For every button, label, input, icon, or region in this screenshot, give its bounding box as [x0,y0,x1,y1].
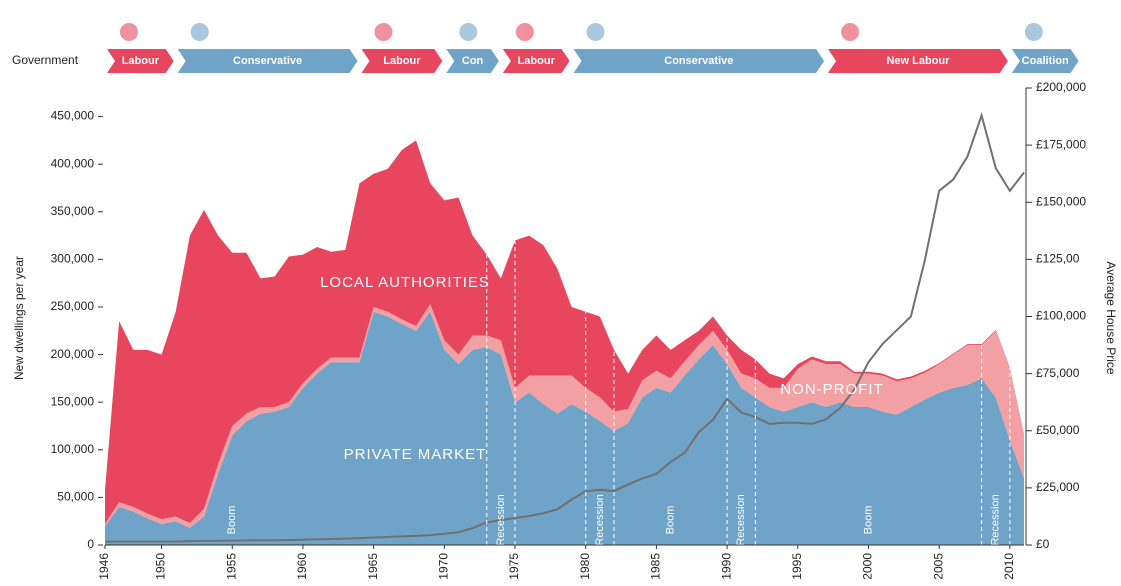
government-name: Coalition [1022,55,1069,67]
y2-tick-label: £100,000 [1036,309,1086,323]
y2-tick-label: £150,000 [1036,194,1086,208]
y-tick-label: 100,000 [51,442,95,456]
y2-tick-label: £175,000 [1036,137,1086,151]
y2-axis-label: Average House Price [1104,261,1118,375]
y-tick-label: 50,000 [57,490,94,504]
pm-portrait [587,23,605,41]
government-name: Labour [518,55,556,67]
y2-tick-label: £75,000 [1036,366,1080,380]
y-tick-label: 400,000 [51,156,95,170]
y2-tick-label: £25,000 [1036,480,1080,494]
pm-portrait [120,23,138,41]
y-tick-label: 450,000 [51,109,95,123]
x-tick-label: 2010 [1002,553,1016,580]
period-label: Boom [664,506,676,535]
x-tick-label: 1946 [97,553,111,580]
period-label: Recession [735,494,747,545]
x-tick-label: 1955 [224,553,238,580]
x-tick-label: 1975 [507,553,521,580]
y2-tick-label: £200,000 [1036,80,1086,94]
government-name: Con [462,55,484,67]
government-name: Conservative [664,55,733,67]
government-name: New Labour [886,55,950,67]
y-tick-label: 200,000 [51,347,95,361]
government-name: Conservative [233,55,302,67]
pm-portrait [459,23,477,41]
series-label: LOCAL AUTHORITIES [320,274,490,291]
x-tick-label: 1970 [436,553,450,580]
y-tick-label: 0 [87,537,94,551]
pm-portrait [191,23,209,41]
y-tick-label: 300,000 [51,252,95,266]
x-tick-label: 1965 [366,553,380,580]
period-label: Recession [495,494,507,545]
x-tick-label: 1960 [295,553,309,580]
pm-portrait [1025,23,1043,41]
x-tick-label: 2005 [931,553,945,580]
y-tick-label: 250,000 [51,299,95,313]
pm-portrait [374,23,392,41]
government-name: Labour [383,55,421,67]
y-axis-label: New dwellings per year [12,256,26,380]
y2-tick-label: £125,00 [1036,252,1080,266]
government-name: Labour [122,55,160,67]
period-label: Recession [594,494,606,545]
y2-tick-label: £0 [1036,537,1050,551]
x-tick-label: 1985 [649,553,663,580]
period-label: Boom [862,506,874,535]
period-label: Recession [990,494,1002,545]
x-tick-label: 1980 [578,553,592,580]
x-tick-label: 1950 [154,553,168,580]
period-label: Boom [226,506,238,535]
y-tick-label: 350,000 [51,204,95,218]
x-tick-label: 2000 [861,553,875,580]
chart: Government New dwellings per year Averag… [0,0,1121,586]
pm-portrait [516,23,534,41]
y2-tick-label: £50,000 [1036,423,1080,437]
x-tick-label: 1990 [719,553,733,580]
y-tick-label: 150,000 [51,394,95,408]
series-label: PRIVATE MARKET [344,446,487,463]
x-tick-label: 1995 [790,553,804,580]
government-label: Government [12,53,79,67]
series-label: NON-PROFIT [780,381,883,398]
pm-portrait [841,23,859,41]
